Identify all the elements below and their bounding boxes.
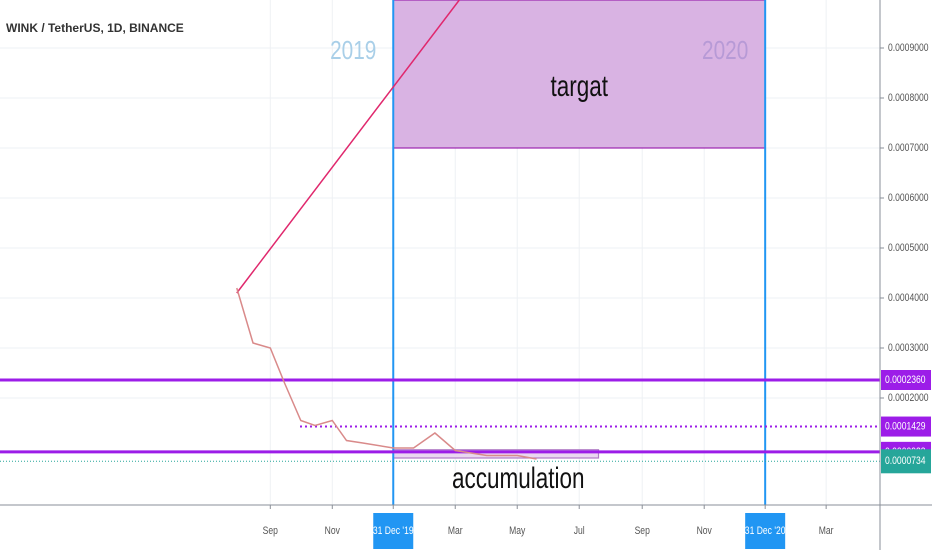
last-price-label: 0.0000734 [885,455,926,467]
y-tick-label: 0.0009000 [888,42,929,54]
x-tick-label: 31 Dec '19 [373,525,414,537]
last-price-box [881,449,931,474]
zone-label: targat [550,69,608,103]
chart-title: WINK / TetherUS, 1D, BINANCE [6,21,184,35]
x-tick-label: Mar [819,525,834,537]
x-tick-label: Mar [448,525,463,537]
x-tick-label: 31 Dec '20 [745,525,786,537]
trend-line [236,0,460,294]
y-tick-label: 0.0008000 [888,92,929,104]
x-tick-label: Nov [697,525,712,537]
x-tick-label: Sep [635,525,651,537]
level-label-box [881,416,931,437]
level-label: 0.0001429 [885,421,926,433]
x-tick-highlight [373,513,414,549]
x-tick-label: Nov [325,525,340,537]
x-tick-highlight [745,513,786,549]
x-tick-label: May [509,525,525,537]
time-axis [0,505,932,550]
zone-label: accumulation [452,461,584,495]
y-tick-label: 0.0007000 [888,142,929,154]
level-label: 0.0002360 [885,374,926,386]
x-tick-label: Jul [574,525,585,537]
x-tick-label: Sep [263,525,279,537]
level-label-box [881,370,931,390]
year-label: 2020 [702,36,748,65]
year-label: 2019 [330,36,376,65]
y-tick-label: 0.0005000 [888,242,929,254]
y-tick-label: 0.0004000 [888,292,929,304]
y-tick-label: 0.0006000 [888,192,929,204]
y-tick-label: 0.0002000 [888,392,929,404]
price-line [236,287,537,460]
y-tick-label: 0.0003000 [888,342,929,354]
